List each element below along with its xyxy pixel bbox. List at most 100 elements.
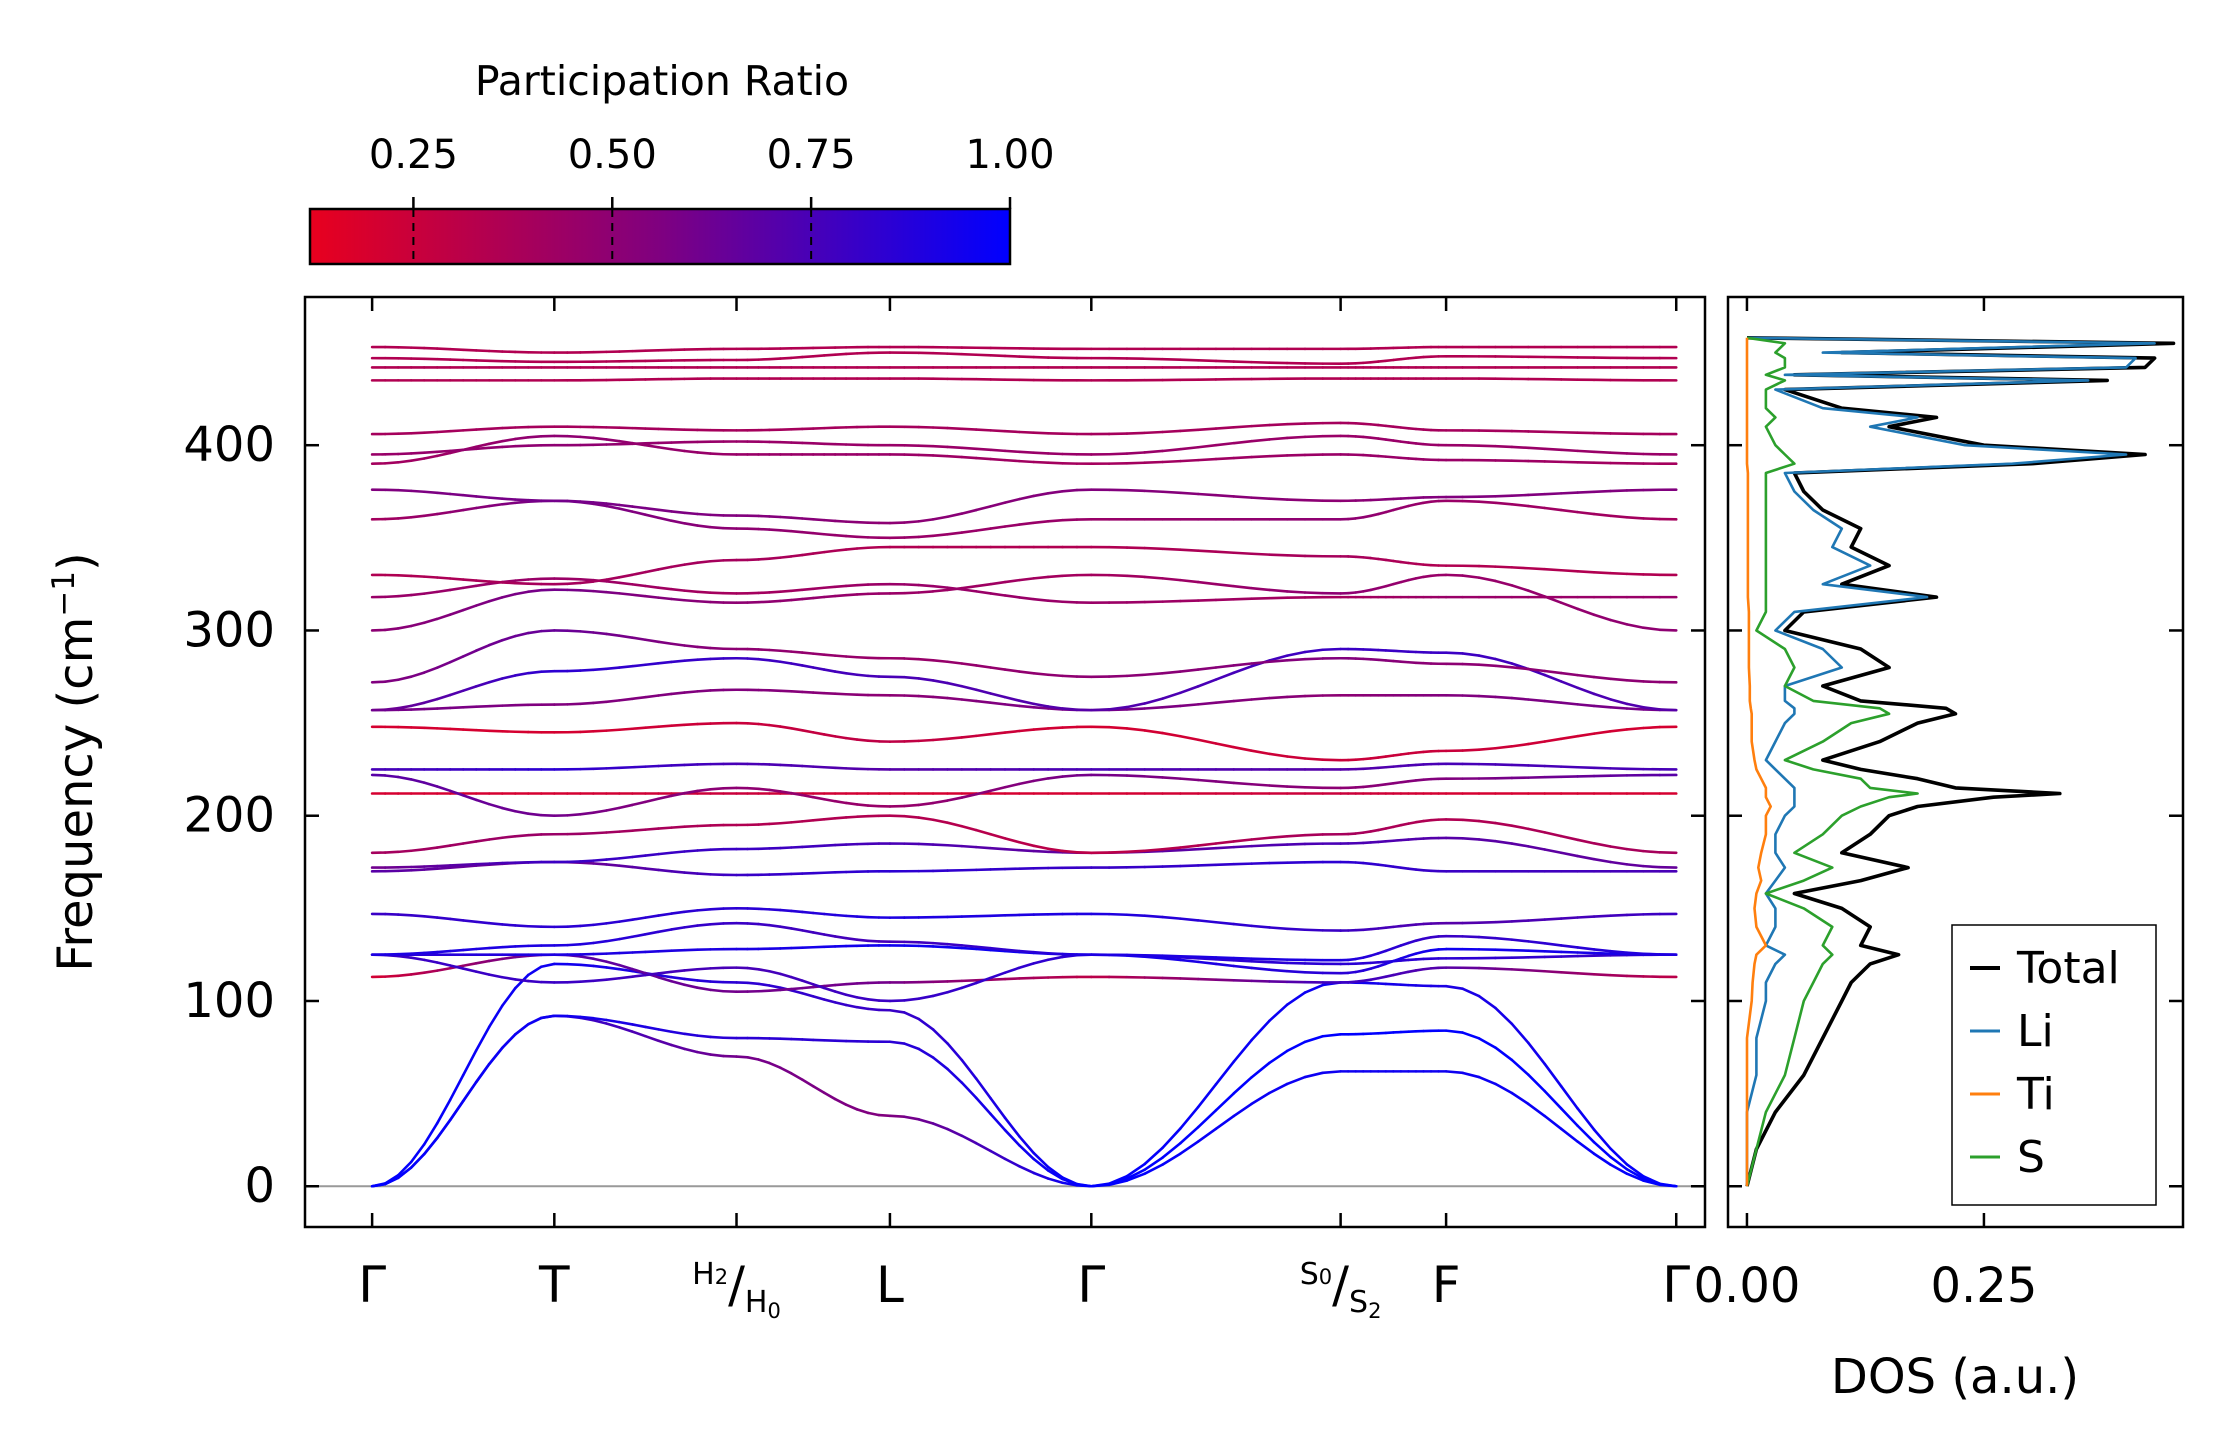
band-segment [1592,951,1612,955]
band-segment [605,951,621,955]
band-segment [888,1114,906,1119]
band-segment [1559,834,1579,842]
band-segment [1125,451,1147,455]
band-segment [474,446,491,451]
band-segment [779,356,793,360]
band-segment [1285,554,1307,558]
band-segment [1161,731,1182,738]
band-segment [1543,447,1563,452]
band-segment [618,963,634,971]
band-segment [746,922,760,926]
band-segment [670,519,686,525]
band-segment [683,561,699,566]
band-segment [592,631,608,636]
band-segment [1494,821,1514,828]
band-segment [448,706,465,710]
band-segment [960,588,978,593]
band-segment [1003,948,1021,953]
band-segment [811,731,826,736]
band-segment [1003,1157,1021,1168]
band-segment [1526,764,1547,768]
band-segment [435,1118,452,1140]
band-segment [946,945,964,950]
band-segment [1303,983,1325,994]
band-segment [1003,695,1021,702]
band-segment [526,812,543,817]
band-segment [683,977,699,982]
band-segment [1494,657,1514,665]
band-segment [1609,1155,1629,1171]
band-segment [1642,1175,1662,1186]
band-segment [1003,523,1021,528]
band-segment [844,1003,859,1009]
band-segment [1526,667,1547,673]
q-point-label: Γ [1077,1256,1105,1314]
band-segment [1250,861,1271,865]
band-segment [1376,949,1388,955]
band-segment [811,354,826,358]
band-segment [1061,849,1079,854]
band-segment [1510,696,1530,701]
colorbar-gradient [308,207,1012,266]
band-segment [1196,492,1218,497]
band-segment [709,591,725,595]
band-segment [1477,663,1497,668]
band-segment [579,578,595,582]
band-segment [1303,757,1325,762]
band-segment [1196,598,1218,602]
band-segment [631,973,647,978]
band-segment [888,1040,906,1045]
band-segment [1232,424,1253,429]
band-segment [1609,1147,1629,1166]
band-segment [903,535,920,539]
band-segment [1526,940,1547,945]
band-segment [866,674,881,678]
band-segment [1003,1128,1021,1147]
band-segment [1592,450,1612,455]
band-segment [931,941,949,946]
band-segment [917,994,935,1000]
band-segment [592,1016,608,1022]
band-segment [540,588,556,592]
band-segment [1196,427,1218,432]
band-segment [618,803,634,810]
band-segment [1161,915,1182,920]
q-point-label: L [876,1256,904,1314]
band-segment [409,847,426,853]
band-segment [1250,454,1271,459]
colorbar-tick-label: 0.25 [369,132,458,178]
band-segment [974,456,992,461]
band-segment [435,864,452,868]
band-segment [779,846,793,850]
band-segment [396,868,413,873]
band-segment [435,844,452,849]
band-segment [1444,1029,1464,1034]
band-segment [657,764,673,768]
band-segment [435,429,452,434]
band-segment [1196,842,1218,847]
band-segment [974,582,992,588]
band-segment [822,1091,837,1101]
band-segment [1543,764,1563,768]
band-segment [657,851,673,856]
band-segment [1018,1144,1036,1161]
band-segment [1510,948,1530,952]
band-segment [1592,1140,1612,1159]
band-segment [1592,857,1612,864]
band-segment [683,690,699,694]
band-segment [768,556,782,560]
band-segment [1268,588,1289,593]
band-segment [1107,850,1129,854]
band-segment [833,1001,848,1007]
band-segment [1232,597,1253,601]
band-segment [500,806,517,813]
band-segment [1232,360,1253,364]
dos-curves [1745,336,2176,1187]
band-segment [855,803,870,807]
band-segment [1477,576,1497,583]
band-segment [1642,705,1662,711]
band-segment [1609,677,1629,682]
band-segment [1161,577,1182,582]
band-segment [605,580,621,585]
band-segment [1196,701,1218,706]
